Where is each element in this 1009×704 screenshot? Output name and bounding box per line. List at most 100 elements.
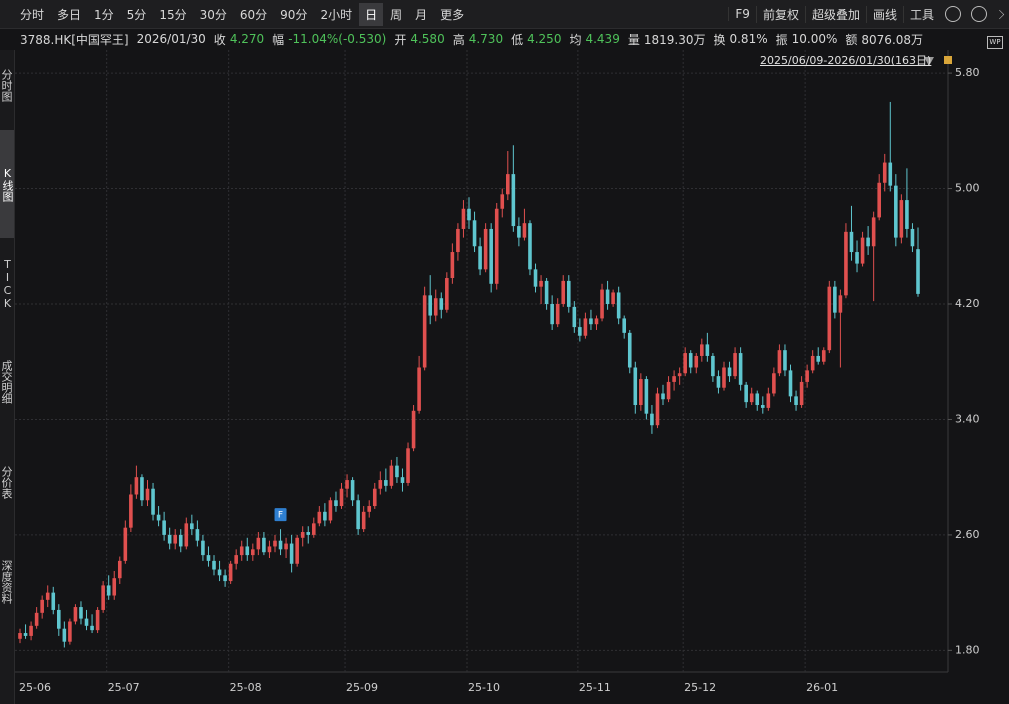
candle-body [672,376,676,382]
side-tab[interactable]: 成交明细 [0,360,13,404]
candle-body [339,488,344,507]
tab-selected[interactable]: 日 [359,2,384,26]
candle-body [129,494,133,528]
tool[interactable]: F9 [728,7,756,21]
candle-body [239,546,244,556]
candle-body [544,280,549,304]
candle-body [273,540,277,547]
candle-body [627,332,632,368]
candle-body [145,488,150,501]
value: 4.250 [527,32,562,46]
candle-body [300,532,305,538]
value: 8076.08万 [861,32,924,47]
candle-body [777,350,782,374]
candle-body [894,185,898,238]
candle-body [589,318,593,325]
side-tab-selected[interactable]: K线图 [0,130,14,238]
candle-body [212,560,216,570]
tab[interactable]: 2小时 [320,7,353,22]
candle-body [162,520,166,535]
tool[interactable]: 画线 [865,5,903,23]
candle-body [461,208,466,229]
candle-body [361,511,366,530]
y-tick-label: 3.40 [955,412,980,425]
candle-body [417,367,421,411]
candle-body [178,534,183,547]
candle-body [234,555,238,564]
candle-body [694,355,699,368]
candle-body [206,555,211,561]
candle-body [572,306,577,328]
candle-body [511,174,516,227]
x-tick-label: 25-10 [468,681,500,694]
settings-icon[interactable] [945,6,961,22]
value: 4.580 [410,32,445,46]
candle-body [910,228,915,247]
label: 量 [627,32,640,47]
candle-body [467,208,471,221]
candle-body [766,393,771,408]
label: 幅 [272,32,285,47]
side-tab[interactable]: 分时图 [0,68,13,102]
tool[interactable]: 前复权 [755,5,805,23]
x-tick-label: 25-08 [230,681,262,694]
y-tick-label: 1.80 [955,643,980,656]
candle-body [140,477,144,501]
side-tab[interactable]: 深度资料 [0,560,13,604]
sidebar: 分时图 K线图 TICK 成交明细 分价表 深度资料 [0,50,15,704]
candle-body [439,298,444,310]
candle-body [733,353,737,377]
tab[interactable]: 15分 [159,7,187,22]
candle-body [384,480,388,486]
candle-body [73,607,78,622]
side-tab[interactable]: 分价表 [0,465,13,499]
tab[interactable]: 多日 [57,7,82,22]
candle-body [506,174,510,195]
tool[interactable]: 工具 [902,5,940,23]
candle-body [167,534,172,544]
range-label[interactable]: 2025/06/09-2026/01/30(163日) [760,54,932,67]
candle-body [101,585,105,610]
candle-body [727,367,732,377]
next-icon[interactable] [994,9,1005,19]
side-tab[interactable]: TICK [1,258,14,310]
label: 收 [213,32,226,47]
label: 额 [845,32,858,47]
candle-body [810,355,815,371]
candle-body [794,396,798,406]
label: 高 [452,32,465,47]
candle-body [95,609,100,631]
candle-body [317,511,322,524]
tab[interactable]: 90分 [280,7,308,22]
badge[interactable]: WP [987,36,1003,49]
candle-body [62,628,67,642]
candle-body [406,448,410,483]
candle-body [428,295,432,316]
help-icon[interactable] [971,6,987,22]
value: -11.04%(-0.530) [288,32,387,46]
x-tick-label: 25-07 [108,681,140,694]
tab[interactable]: 30分 [199,7,227,22]
tab[interactable]: 周 [390,7,403,22]
candle-body [688,353,693,368]
candle-body [738,353,743,385]
date: 2026/01/30 [136,32,206,46]
tool[interactable]: 超级叠加 [804,5,866,23]
label: 低 [511,32,524,47]
candle-body [539,280,543,287]
candle-body [877,182,881,218]
tab[interactable]: 月 [415,7,428,22]
candle-body [905,200,909,229]
tab[interactable]: 5分 [126,7,147,22]
tools: F9 前复权 超级叠加 画线 工具 [728,0,1005,28]
tab[interactable]: 分时 [20,7,45,22]
tab[interactable]: 1分 [94,7,114,22]
candle-body [411,410,416,449]
value: 10.00% [791,32,838,46]
candle-body [40,599,44,613]
tab[interactable]: 更多 [440,7,465,22]
tab[interactable]: 60分 [239,7,268,22]
candle-body [650,413,654,426]
candle-body [483,228,488,270]
candle-body [783,350,787,371]
